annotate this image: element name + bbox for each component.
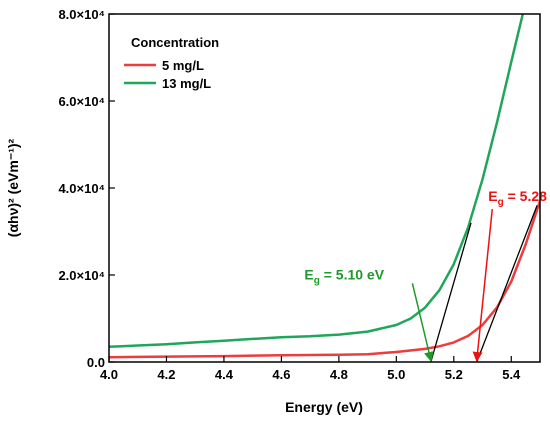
x-tick-label: 5.4	[502, 367, 521, 382]
y-tick-label: 8.0×10⁴	[58, 7, 105, 22]
x-tick-label: 4.4	[215, 367, 234, 382]
x-tick-label: 4.8	[330, 367, 348, 382]
series-line-1	[109, 14, 525, 349]
x-tick-label: 5.2	[445, 367, 463, 382]
bandgap-label-0: Eg = 5.28 eV	[488, 188, 550, 208]
legend: Concentration 5 mg/L 13 mg/L	[124, 35, 219, 91]
series-line-0	[109, 200, 540, 359]
bandgap-arrow-1	[411, 283, 434, 362]
legend-label-13mgL: 13 mg/L	[162, 76, 211, 91]
y-tick-label: 0.0	[87, 355, 105, 370]
bandgap-label-1: Eg = 5.10 eV	[304, 266, 384, 286]
y-tick-label: 2.0×10⁴	[58, 268, 105, 283]
x-tick-label: 4.2	[157, 367, 175, 382]
y-tick-label: 4.0×10⁴	[58, 181, 105, 196]
linear-fit-line-1	[476, 205, 538, 362]
legend-title: Concentration	[131, 35, 219, 50]
x-tick-label: 4.6	[272, 367, 290, 382]
bandgap-arrow-0	[472, 208, 494, 362]
x-axis-title: Energy (eV)	[285, 399, 363, 415]
x-tick-label: 5.0	[387, 367, 405, 382]
y-axis-title: (αhν)² (eVm⁻¹)²	[5, 138, 21, 237]
legend-label-5mgL: 5 mg/L	[162, 58, 204, 73]
y-tick-label: 6.0×10⁴	[58, 94, 105, 109]
linear-fit-line-0	[430, 222, 472, 362]
x-tick-label: 4.0	[100, 367, 118, 382]
